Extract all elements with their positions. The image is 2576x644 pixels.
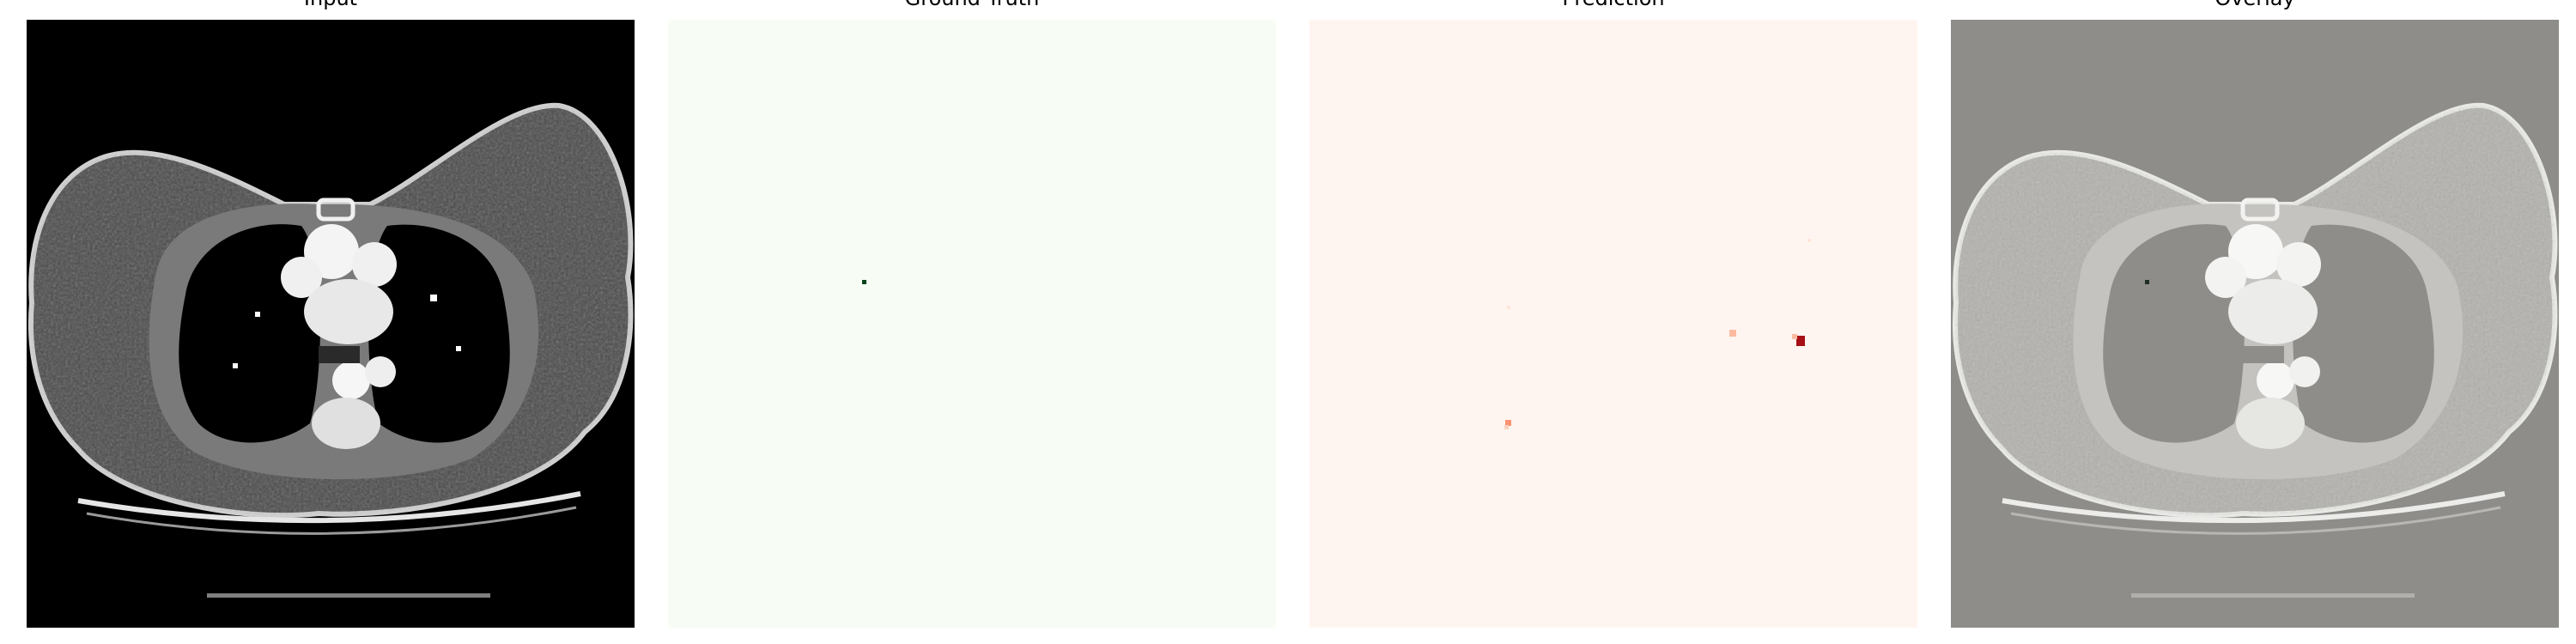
prediction-hotspot-small [1505,420,1511,426]
prediction-hotspot-strong [1796,336,1805,346]
ct-slice-image [28,102,634,598]
prediction-faint-dot [1807,239,1811,242]
input-image [27,20,635,628]
ground-truth-lesion-mark [862,280,866,284]
overlay-image [1951,20,2559,628]
prediction-hotspot-weak [1729,330,1736,337]
overlay-ground-truth-mark [2145,280,2149,284]
ground-truth-panel-title: Ground Truth [668,0,1276,10]
input-panel-title: Input [27,0,635,10]
prediction-hotspot-faint [1504,425,1509,429]
prediction-heatmap [1309,20,1917,628]
overlay-panel-title: Overlay [1951,0,2559,10]
prediction-faint-dot [1507,306,1510,309]
prediction-panel-title: Prediction [1309,0,1917,10]
ground-truth-mask [668,20,1276,628]
prediction-hotspot-halo [1792,334,1797,339]
